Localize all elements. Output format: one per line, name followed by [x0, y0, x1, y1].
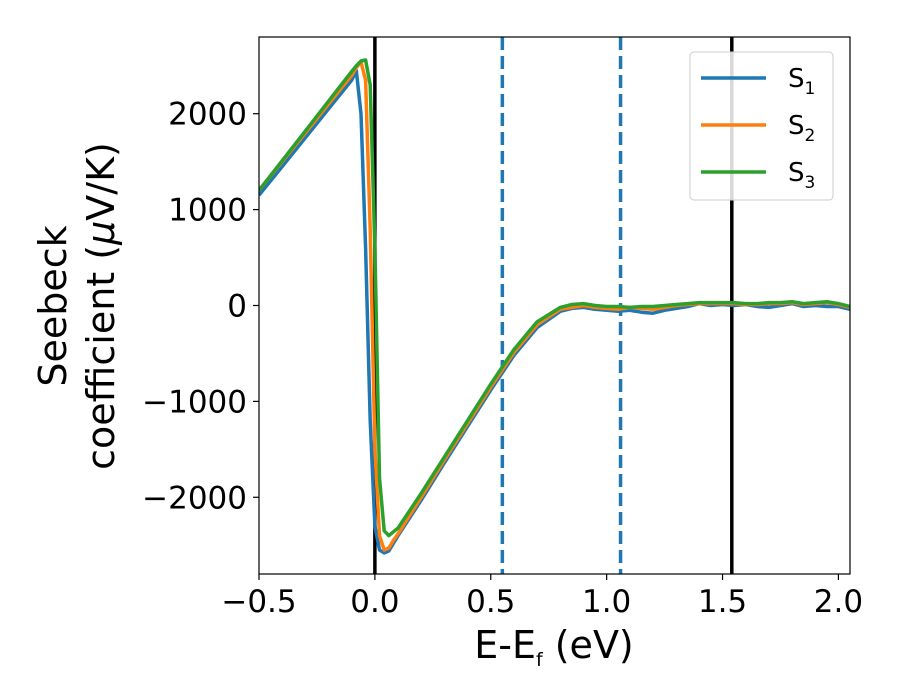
x-tick-label: 0.5	[466, 584, 515, 620]
x-axis: −0.5 0.0 0.5 1.0 1.5 2.0	[221, 574, 863, 620]
x-tick-label: −0.5	[221, 584, 296, 620]
x-tick-label: 1.0	[582, 584, 631, 620]
legend-label-s2: S2	[788, 111, 815, 146]
y-tick-label: 1000	[168, 193, 247, 229]
y-axis-label-line1: Seebeck	[31, 225, 75, 386]
y-axis-label-line2: coefficient (μV/K)	[79, 142, 123, 470]
series-lines	[259, 58, 850, 555]
y-axis: 2000 1000 0 −1000 −2000	[142, 97, 259, 516]
y-tick-label: −2000	[142, 480, 247, 516]
y-tick-label: −1000	[142, 384, 247, 420]
x-tick-label: 1.5	[698, 584, 747, 620]
y-tick-label: 2000	[168, 97, 247, 133]
legend-label-s1: S1	[788, 64, 815, 99]
legend: S1 S2 S3	[689, 51, 834, 201]
legend-label-s3: S3	[788, 158, 815, 193]
y-axis-label: Seebeck coefficient (μV/K)	[31, 142, 123, 470]
series-line-s3	[259, 58, 850, 538]
x-tick-label: 0.0	[350, 584, 399, 620]
x-axis-label: E-Ef (eV)	[474, 623, 634, 671]
x-tick-label: 2.0	[814, 584, 863, 620]
series-line-s1	[259, 68, 850, 555]
y-tick-label: 0	[227, 289, 247, 325]
